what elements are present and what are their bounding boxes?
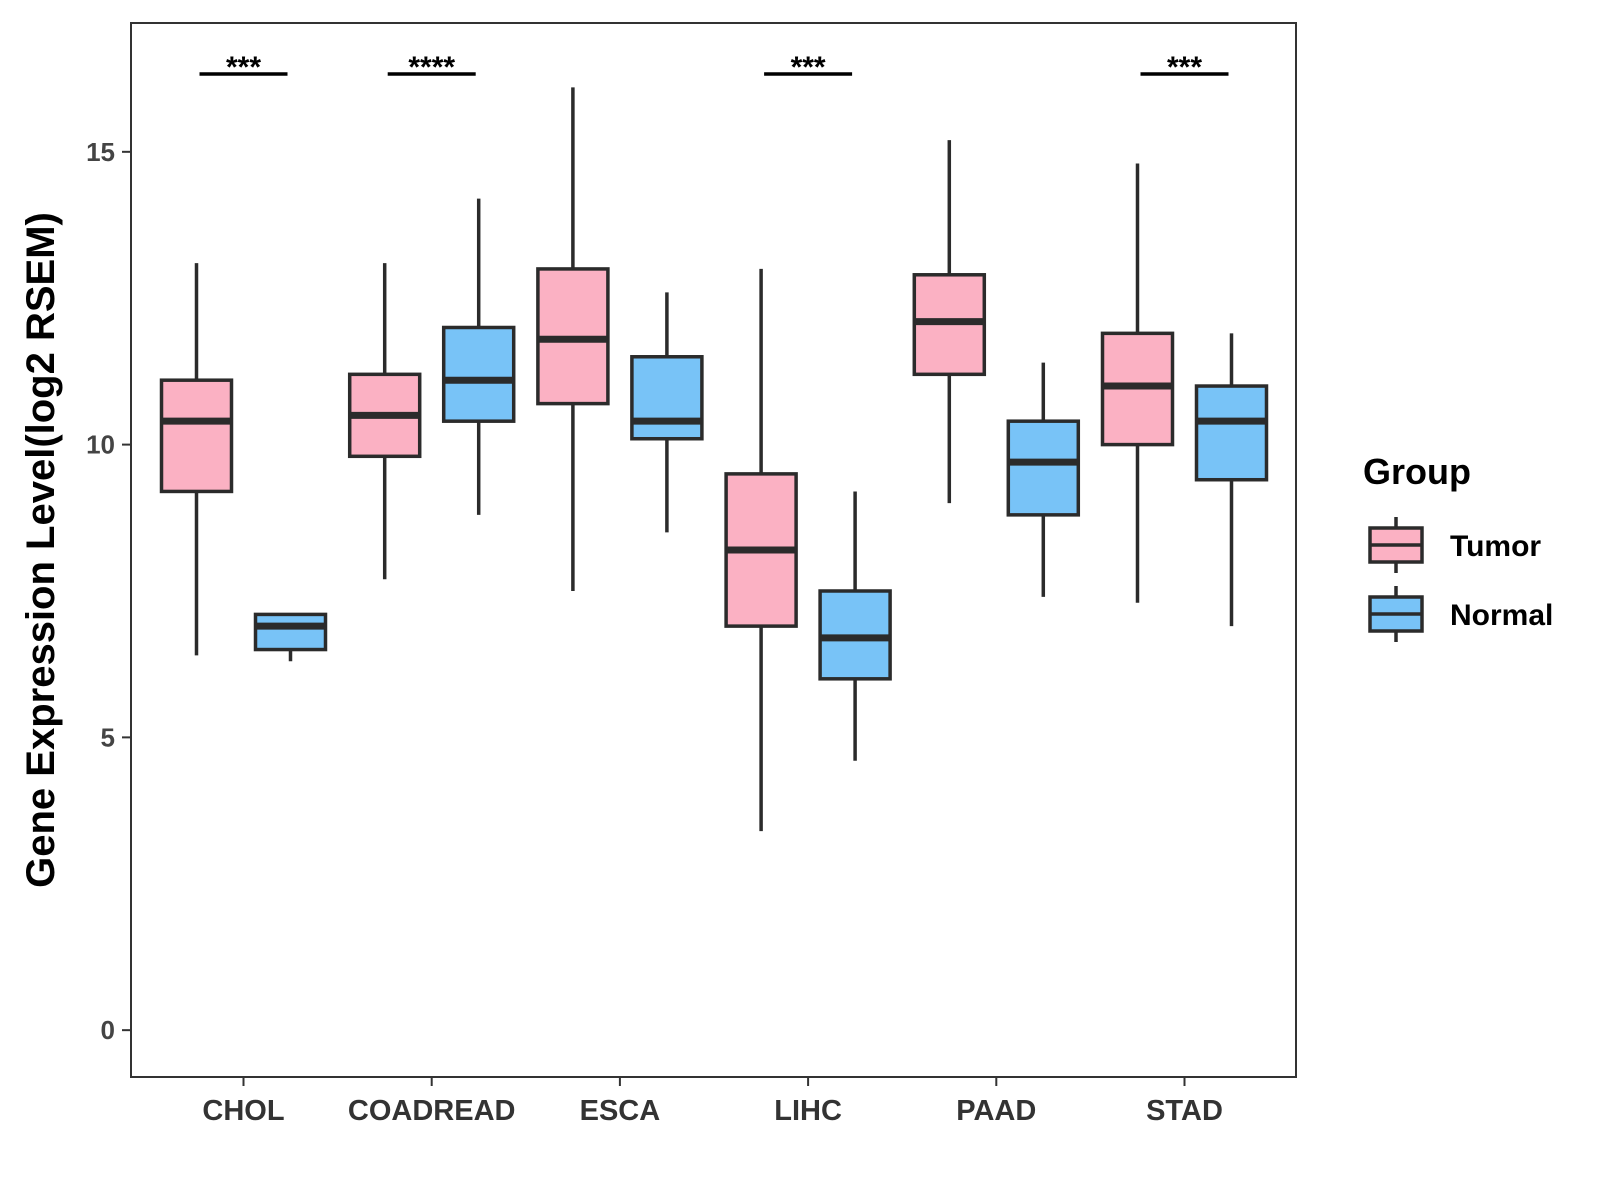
box-tumor-chol <box>159 378 234 494</box>
box-normal-stad <box>1194 384 1269 482</box>
box-normal-chol <box>253 612 328 652</box>
legend-title: Group <box>1363 451 1471 492</box>
legend: Group Tumor Normal <box>1363 451 1553 642</box>
x-tick-label-paad: PAAD <box>956 1095 1036 1127</box>
legend-label-tumor: Tumor <box>1450 530 1541 563</box>
plot-panel <box>130 22 1297 1078</box>
legend-label-normal: Normal <box>1450 599 1553 632</box>
significance-label-chol: *** <box>226 51 261 84</box>
x-tick-label-esca: ESCA <box>580 1095 661 1127</box>
box-normal-coadread <box>441 325 516 423</box>
y-tick-label: 0 <box>101 1015 115 1045</box>
x-tick-label-stad: STAD <box>1146 1095 1223 1127</box>
significance-label-lihc: *** <box>791 51 826 84</box>
significance-label-stad: *** <box>1167 51 1202 84</box>
box-normal-paad <box>1006 419 1081 517</box>
x-tick-label-coadread: COADREAD <box>348 1095 516 1127</box>
x-tick-label-lihc: LIHC <box>774 1095 842 1127</box>
significance-label-coadread: **** <box>408 51 455 84</box>
y-tick-label: 5 <box>101 722 115 752</box>
box-normal-esca <box>630 355 704 441</box>
y-tick-label: 15 <box>86 137 115 167</box>
y-tick-label: 10 <box>86 430 115 460</box>
y-axis-title: Gene Expression Level(log2 RSEM) <box>19 212 63 888</box>
x-tick-label-chol: CHOL <box>202 1095 284 1127</box>
